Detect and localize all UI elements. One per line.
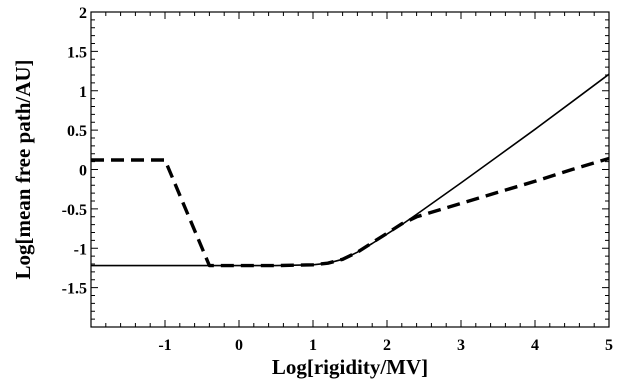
x-axis-label: Log[rigidity/MV] xyxy=(272,355,428,379)
y-tick-label: 1 xyxy=(79,84,87,101)
x-tick-label: 5 xyxy=(605,337,613,354)
x-tick-label: 4 xyxy=(531,337,539,354)
y-tick-label: 2 xyxy=(79,5,87,22)
x-tick-label: -1 xyxy=(158,337,171,354)
x-tick-label: 2 xyxy=(383,337,391,354)
y-tick-label: -1 xyxy=(74,241,87,258)
dashed-series-line xyxy=(91,156,610,268)
y-tick-label: 1.5 xyxy=(67,44,87,61)
tick-labels: -1 0 1 2 3 4 5 2 1.5 1 0.5 0 -0.5 -1 -1.5 xyxy=(62,5,613,354)
y-tick-label: 0.5 xyxy=(67,123,87,140)
y-tick-label: -1.5 xyxy=(62,281,87,298)
plot-series xyxy=(91,73,610,268)
y-tick-label: 0 xyxy=(79,163,87,180)
x-tick-label: 1 xyxy=(309,337,317,354)
x-tick-label: 3 xyxy=(457,337,465,354)
axis-ticks xyxy=(90,11,610,328)
plot-frame xyxy=(90,11,610,328)
y-axis-label: Log[mean free path/AU] xyxy=(11,59,35,279)
x-tick-label: 0 xyxy=(235,337,243,354)
y-tick-label: -0.5 xyxy=(62,202,87,219)
